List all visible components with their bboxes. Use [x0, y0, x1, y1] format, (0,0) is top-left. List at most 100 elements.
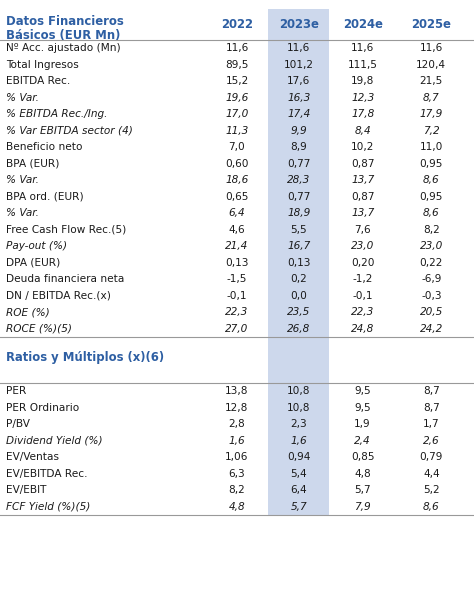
Bar — [268, 123, 329, 139]
Text: 8,6: 8,6 — [423, 208, 440, 218]
Text: 6,3: 6,3 — [228, 469, 246, 479]
Text: 0,77: 0,77 — [287, 192, 310, 201]
Text: DPA (EUR): DPA (EUR) — [6, 257, 60, 267]
Text: 16,7: 16,7 — [287, 241, 310, 251]
Text: 0,13: 0,13 — [225, 257, 249, 267]
Text: 8,7: 8,7 — [423, 92, 440, 102]
Text: 5,5: 5,5 — [290, 225, 307, 235]
Text: 2,3: 2,3 — [290, 419, 307, 429]
Bar — [268, 320, 329, 337]
Text: 0,95: 0,95 — [419, 192, 443, 201]
Text: Ratios y Múltiplos (x)(6): Ratios y Múltiplos (x)(6) — [6, 351, 164, 364]
Text: EV/Ventas: EV/Ventas — [6, 453, 59, 463]
Text: 0,77: 0,77 — [287, 158, 310, 169]
Bar — [268, 9, 329, 40]
Bar — [268, 188, 329, 205]
Bar — [268, 254, 329, 271]
Bar — [268, 89, 329, 106]
Text: 7,2: 7,2 — [423, 126, 440, 136]
Text: 17,6: 17,6 — [287, 76, 310, 86]
Text: FCF Yield (%)(5): FCF Yield (%)(5) — [6, 502, 90, 512]
Text: 18,9: 18,9 — [287, 208, 310, 218]
Text: PER Ordinario: PER Ordinario — [6, 403, 79, 413]
Text: 0,85: 0,85 — [351, 453, 374, 463]
Text: PER: PER — [6, 386, 26, 397]
Text: 0,87: 0,87 — [351, 192, 374, 201]
Text: 10,2: 10,2 — [351, 142, 374, 152]
Text: 2,6: 2,6 — [423, 436, 440, 446]
Text: 1,06: 1,06 — [225, 453, 249, 463]
Text: 15,2: 15,2 — [225, 76, 249, 86]
Text: 16,3: 16,3 — [287, 92, 310, 102]
Text: 27,0: 27,0 — [225, 323, 249, 334]
Bar — [268, 432, 329, 449]
Text: 7,6: 7,6 — [354, 225, 371, 235]
Bar — [268, 304, 329, 320]
Text: 6,4: 6,4 — [228, 208, 246, 218]
Text: 10,8: 10,8 — [287, 386, 310, 397]
Bar — [268, 466, 329, 482]
Text: 0,94: 0,94 — [287, 453, 310, 463]
Text: 23,0: 23,0 — [351, 241, 374, 251]
Text: 4,6: 4,6 — [228, 225, 246, 235]
Text: Beneficio neto: Beneficio neto — [6, 142, 82, 152]
Text: 11,0: 11,0 — [419, 142, 443, 152]
Text: 2023e: 2023e — [279, 18, 319, 31]
Text: 5,7: 5,7 — [290, 502, 307, 512]
Text: 7,0: 7,0 — [228, 142, 246, 152]
Text: 89,5: 89,5 — [225, 60, 249, 70]
Bar — [268, 238, 329, 254]
Text: 11,6: 11,6 — [287, 43, 310, 53]
Text: 111,5: 111,5 — [347, 60, 378, 70]
Text: 0,2: 0,2 — [290, 274, 307, 284]
Bar — [268, 56, 329, 73]
Text: 19,6: 19,6 — [225, 92, 249, 102]
Text: 11,6: 11,6 — [351, 43, 374, 53]
Text: 0,22: 0,22 — [419, 257, 443, 267]
Text: 13,7: 13,7 — [351, 175, 374, 185]
Bar — [268, 400, 329, 416]
Text: 7,9: 7,9 — [354, 502, 371, 512]
Bar — [268, 416, 329, 432]
Text: 0,0: 0,0 — [290, 291, 307, 301]
Text: 24,2: 24,2 — [419, 323, 443, 334]
Text: 21,5: 21,5 — [419, 76, 443, 86]
Bar — [268, 482, 329, 499]
Bar — [268, 449, 329, 466]
Bar — [268, 106, 329, 123]
Text: 5,4: 5,4 — [290, 469, 307, 479]
Text: BPA ord. (EUR): BPA ord. (EUR) — [6, 192, 83, 201]
Text: Datos Financieros: Datos Financieros — [6, 15, 123, 28]
Text: 22,3: 22,3 — [351, 307, 374, 317]
Text: P/BV: P/BV — [6, 419, 29, 429]
Text: 9,5: 9,5 — [354, 386, 371, 397]
Text: -0,1: -0,1 — [352, 291, 373, 301]
Text: 12,8: 12,8 — [225, 403, 249, 413]
Text: 8,2: 8,2 — [228, 485, 246, 495]
Text: 101,2: 101,2 — [283, 60, 314, 70]
Text: 0,20: 0,20 — [351, 257, 374, 267]
Text: 2022: 2022 — [221, 18, 253, 31]
Bar — [268, 221, 329, 238]
Text: 8,4: 8,4 — [354, 126, 371, 136]
Text: 11,6: 11,6 — [419, 43, 443, 53]
Text: DN / EBITDA Rec.(x): DN / EBITDA Rec.(x) — [6, 291, 110, 301]
Text: 0,13: 0,13 — [287, 257, 310, 267]
Text: 4,8: 4,8 — [228, 502, 246, 512]
Bar — [268, 499, 329, 515]
Text: 13,7: 13,7 — [351, 208, 374, 218]
Text: EV/EBIT: EV/EBIT — [6, 485, 46, 495]
Text: % Var.: % Var. — [6, 92, 39, 102]
Text: 18,6: 18,6 — [225, 175, 249, 185]
Text: 17,0: 17,0 — [225, 109, 249, 119]
Text: 23,0: 23,0 — [419, 241, 443, 251]
Text: Dividend Yield (%): Dividend Yield (%) — [6, 436, 102, 446]
Text: % Var.: % Var. — [6, 175, 39, 185]
Text: 10,8: 10,8 — [287, 403, 310, 413]
Text: Básicos (EUR Mn): Básicos (EUR Mn) — [6, 30, 120, 43]
Text: 8,2: 8,2 — [423, 225, 440, 235]
Text: 1,6: 1,6 — [290, 436, 307, 446]
Text: 24,8: 24,8 — [351, 323, 374, 334]
Text: 11,3: 11,3 — [225, 126, 249, 136]
Text: 2024e: 2024e — [343, 18, 383, 31]
